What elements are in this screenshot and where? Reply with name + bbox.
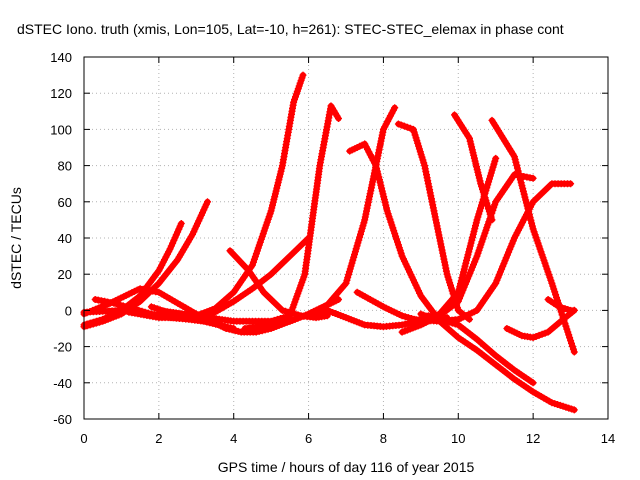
- x-tick-label: 14: [601, 431, 615, 446]
- series-markers: [488, 116, 578, 356]
- y-tick-label: 40: [58, 231, 72, 246]
- x-tick-label: 12: [526, 431, 540, 446]
- x-axis-label: GPS time / hours of day 116 of year 2015: [218, 459, 475, 475]
- series-17: [451, 111, 496, 224]
- y-tick-label: 60: [58, 195, 72, 210]
- series-markers: [503, 306, 578, 342]
- plot-frame: [83, 56, 609, 420]
- series-markers: [155, 102, 342, 325]
- y-tick-label: -40: [53, 376, 72, 391]
- series-markers: [398, 171, 537, 336]
- y-tick-label: 140: [50, 50, 72, 65]
- series-markers: [451, 111, 496, 224]
- y-tick-label: -60: [53, 412, 72, 427]
- series-markers: [544, 296, 578, 314]
- x-tick-label: 4: [230, 431, 237, 446]
- series-12: [346, 140, 440, 320]
- y-tick-label: 120: [50, 86, 72, 101]
- y-tick-label: 0: [65, 303, 72, 318]
- y-tick-label: -20: [53, 340, 72, 355]
- y-tick-label: 80: [58, 159, 72, 174]
- series-21: [503, 306, 578, 342]
- series-19: [417, 310, 578, 414]
- x-tick-label: 2: [155, 431, 162, 446]
- data-layer: [80, 71, 578, 414]
- grid: [84, 57, 608, 419]
- series-markers: [241, 104, 399, 332]
- x-tick-label: 8: [380, 431, 387, 446]
- series-8: [155, 102, 342, 325]
- series-line: [81, 72, 306, 319]
- x-tick-label: 10: [451, 431, 465, 446]
- series-10: [241, 104, 399, 332]
- x-tick-label: 6: [305, 431, 312, 446]
- series-markers: [346, 140, 440, 320]
- y-axis-label: dSTEC / TECUs: [8, 187, 24, 289]
- series-9: [226, 247, 331, 322]
- y-axis-tick-labels: -60 -40 -20 0 20 40 60 80 100 120 140: [50, 50, 72, 427]
- chart-title: dSTEC Iono. truth (xmis, Lon=105, Lat=-1…: [17, 21, 564, 37]
- y-tick-label: 20: [58, 267, 72, 282]
- ticks: [83, 56, 609, 420]
- series-markers: [424, 312, 537, 387]
- series-20: [424, 312, 537, 387]
- x-tick-label: 0: [80, 431, 87, 446]
- y-tick-label: 100: [50, 122, 72, 137]
- series-22: [544, 296, 578, 314]
- series-5: [80, 71, 307, 320]
- x-axis-tick-labels: 0 2 4 6 8 10 12 14: [80, 431, 615, 446]
- series-15: [398, 171, 537, 336]
